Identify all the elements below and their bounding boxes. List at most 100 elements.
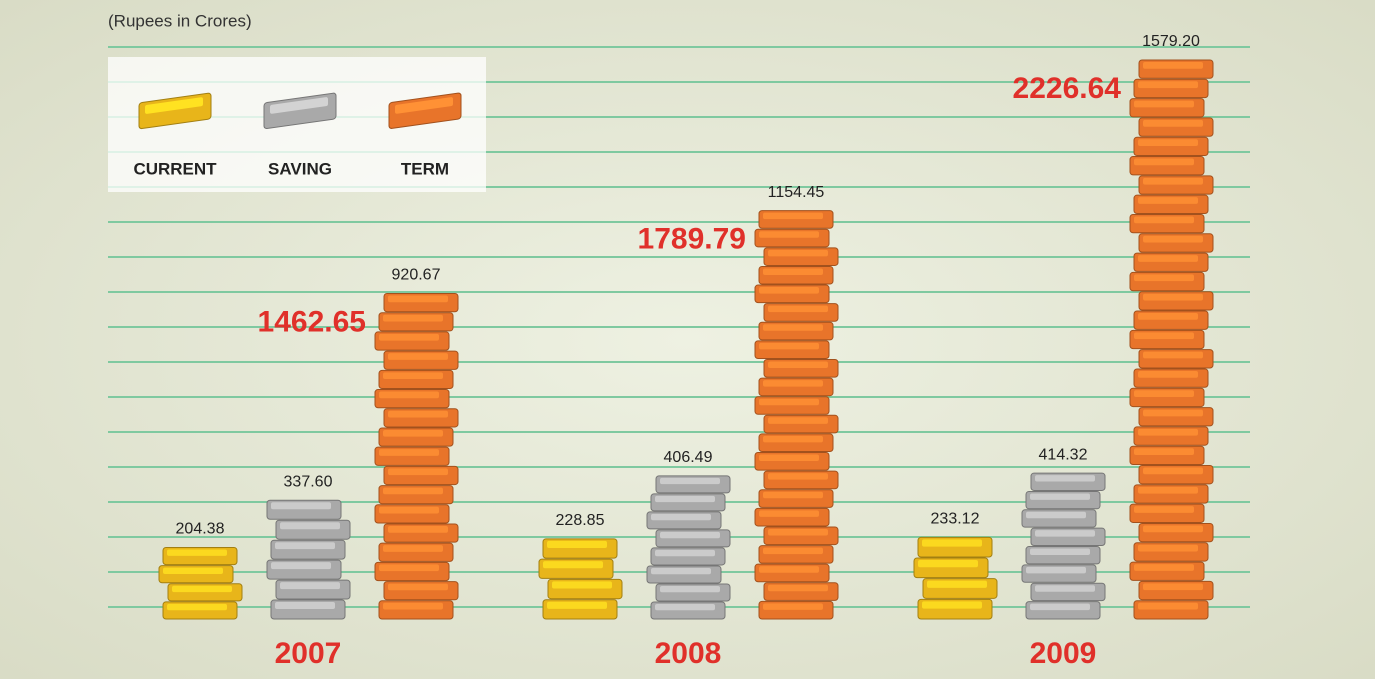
legend-icon [388, 92, 462, 129]
brick-highlight [759, 566, 819, 573]
brick-highlight [1134, 506, 1194, 513]
bar [538, 538, 623, 620]
data-label: 1579.20 [1142, 33, 1200, 50]
brick-highlight [1138, 428, 1198, 436]
data-label: 337.60 [284, 474, 333, 491]
brick-highlight [918, 560, 978, 568]
brick-highlight [172, 585, 232, 593]
brick-highlight [388, 583, 448, 591]
brick-highlight [1138, 139, 1198, 146]
brick-highlight [1143, 351, 1203, 359]
brick-highlight [1143, 583, 1203, 591]
brick-highlight [1030, 548, 1090, 555]
brick-highlight [759, 454, 819, 462]
brick-highlight [280, 522, 340, 530]
brick-highlight [768, 528, 828, 536]
brick-highlight [547, 601, 607, 609]
legend-label: TERM [401, 159, 449, 178]
bar [266, 499, 351, 620]
brick-highlight [379, 564, 439, 572]
brick-highlight [768, 361, 828, 368]
brick-highlight [1134, 158, 1194, 166]
brick-highlight [655, 549, 715, 557]
bar [754, 210, 839, 620]
brick-highlight [167, 549, 227, 556]
brick-highlight [1030, 493, 1090, 500]
brick-highlight [388, 353, 448, 360]
brick-highlight [763, 380, 823, 387]
brick-highlight [383, 545, 443, 552]
brick-highlight [768, 249, 828, 257]
brick-highlight [763, 547, 823, 555]
brick-highlight [1143, 119, 1203, 127]
brick-highlight [1138, 197, 1198, 204]
total-label: 2226.64 [1013, 72, 1122, 105]
brick-highlight [922, 539, 982, 547]
brick-highlight [388, 468, 448, 476]
data-label: 414.32 [1039, 446, 1088, 463]
brick-highlight [379, 333, 439, 341]
brick-highlight [1143, 235, 1203, 243]
brick-highlight [768, 417, 828, 424]
brick-highlight [1138, 370, 1198, 378]
brick-highlight [763, 603, 823, 610]
brick-highlight [1143, 409, 1203, 417]
data-label: 228.85 [556, 512, 605, 529]
brick-highlight [379, 506, 439, 514]
brick-highlight [1035, 530, 1095, 537]
brick-highlight [660, 531, 720, 539]
brick-highlight [1134, 332, 1194, 340]
brick-highlight [1143, 177, 1203, 185]
brick-highlight [655, 603, 715, 611]
brick-highlight [655, 495, 715, 503]
bar [158, 547, 243, 620]
legend-brick-top [270, 97, 328, 114]
brick-highlight [1134, 448, 1194, 455]
brick-highlight [167, 603, 227, 611]
brick-highlight [1030, 603, 1090, 611]
brick-highlight [388, 410, 448, 418]
brick-highlight [759, 342, 819, 350]
data-label: 920.67 [392, 267, 441, 284]
brick-highlight [759, 287, 819, 294]
brick-highlight [927, 580, 987, 588]
total-label: 1789.79 [638, 223, 746, 256]
legend-icon [263, 92, 337, 130]
brick-highlight [1035, 475, 1095, 482]
brick-highlight [547, 540, 607, 548]
brick-highlight [552, 581, 612, 589]
brick-highlight [1138, 255, 1198, 262]
brick-highlight [383, 487, 443, 495]
brick-highlight [763, 491, 823, 499]
data-label: 406.49 [664, 449, 713, 466]
brick-highlight [383, 314, 443, 322]
x-tick-label: 2008 [655, 637, 722, 670]
brick-highlight [1138, 602, 1198, 610]
brick-highlight [1035, 585, 1095, 592]
brick-highlight [1134, 390, 1194, 398]
bar [374, 293, 459, 620]
brick-highlight [660, 585, 720, 593]
brick-highlight [271, 502, 331, 510]
x-tick-label: 2007 [275, 637, 342, 670]
brick-highlight [763, 324, 823, 331]
brick-highlight [379, 449, 439, 456]
bar [913, 536, 998, 620]
brick-highlight [768, 473, 828, 480]
brick-highlight [1143, 525, 1203, 533]
brick-highlight [1026, 566, 1086, 574]
brick-highlight [383, 602, 443, 610]
brick-highlight [383, 372, 443, 380]
data-label: 1154.45 [768, 184, 825, 201]
brick-highlight [275, 542, 335, 550]
data-label: 204.38 [176, 521, 225, 538]
brick-highlight [1143, 62, 1203, 69]
brick-highlight [1026, 511, 1086, 519]
bar [1021, 472, 1106, 620]
brick-highlight [768, 305, 828, 313]
brick-highlight [763, 435, 823, 443]
brick-highlight [1138, 486, 1198, 494]
subtitle: (Rupees in Crores) [108, 11, 252, 30]
legend-icon [138, 92, 212, 130]
